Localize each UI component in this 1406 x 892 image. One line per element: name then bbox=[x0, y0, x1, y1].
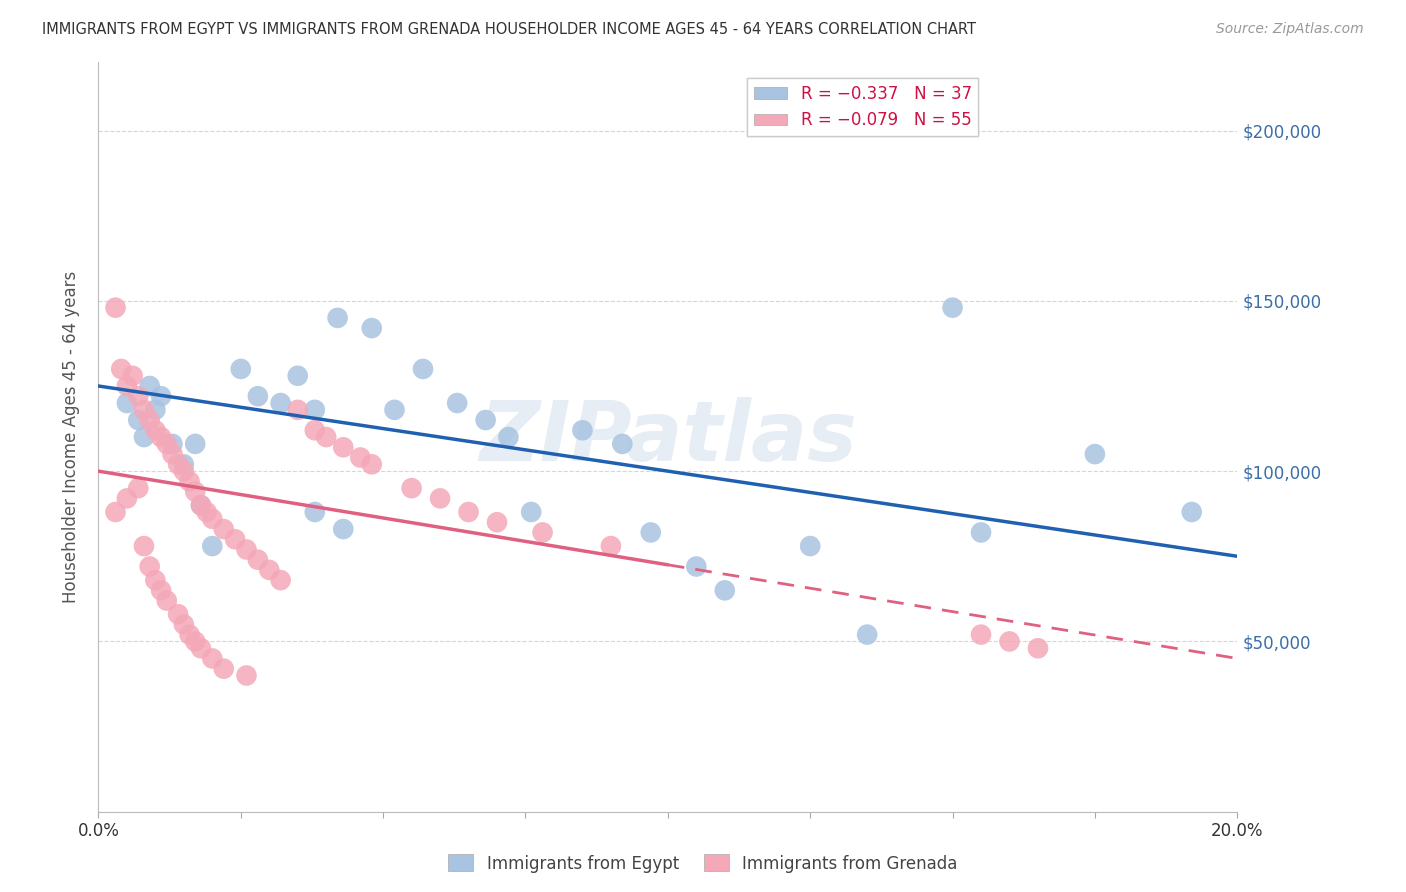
Point bbox=[132, 539, 155, 553]
Point bbox=[446, 396, 468, 410]
Point bbox=[235, 668, 257, 682]
Point bbox=[304, 505, 326, 519]
Legend: R = −0.337   N = 37, R = −0.079   N = 55: R = −0.337 N = 37, R = −0.079 N = 55 bbox=[747, 78, 979, 136]
Point bbox=[970, 627, 993, 641]
Point bbox=[115, 396, 138, 410]
Point bbox=[360, 458, 382, 472]
Point bbox=[304, 423, 326, 437]
Point bbox=[115, 379, 138, 393]
Point bbox=[173, 464, 195, 478]
Point bbox=[224, 533, 246, 547]
Text: ZIPatlas: ZIPatlas bbox=[479, 397, 856, 477]
Point bbox=[138, 379, 160, 393]
Point bbox=[332, 440, 354, 454]
Point bbox=[942, 301, 965, 315]
Point bbox=[259, 563, 281, 577]
Point bbox=[190, 498, 212, 512]
Text: IMMIGRANTS FROM EGYPT VS IMMIGRANTS FROM GRENADA HOUSEHOLDER INCOME AGES 45 - 64: IMMIGRANTS FROM EGYPT VS IMMIGRANTS FROM… bbox=[42, 22, 976, 37]
Point bbox=[315, 430, 337, 444]
Point bbox=[1084, 447, 1107, 461]
Legend: Immigrants from Egypt, Immigrants from Grenada: Immigrants from Egypt, Immigrants from G… bbox=[441, 847, 965, 880]
Point bbox=[498, 430, 520, 444]
Point bbox=[179, 475, 201, 489]
Point bbox=[132, 402, 155, 417]
Text: Source: ZipAtlas.com: Source: ZipAtlas.com bbox=[1216, 22, 1364, 37]
Point bbox=[412, 362, 434, 376]
Point bbox=[132, 430, 155, 444]
Point bbox=[150, 583, 173, 598]
Point bbox=[150, 389, 173, 403]
Point bbox=[138, 559, 160, 574]
Point bbox=[287, 402, 309, 417]
Point bbox=[150, 430, 173, 444]
Point bbox=[184, 484, 207, 499]
Point bbox=[162, 437, 184, 451]
Point bbox=[332, 522, 354, 536]
Point bbox=[179, 627, 201, 641]
Point bbox=[104, 301, 127, 315]
Point bbox=[145, 573, 167, 587]
Point bbox=[145, 423, 167, 437]
Point bbox=[201, 512, 224, 526]
Point bbox=[162, 447, 184, 461]
Point bbox=[184, 634, 207, 648]
Point bbox=[212, 662, 235, 676]
Point bbox=[246, 552, 269, 566]
Point bbox=[212, 522, 235, 536]
Point bbox=[246, 389, 269, 403]
Point bbox=[184, 437, 207, 451]
Point bbox=[799, 539, 821, 553]
Point bbox=[856, 627, 879, 641]
Point bbox=[520, 505, 543, 519]
Point bbox=[474, 413, 496, 427]
Point bbox=[429, 491, 451, 506]
Point bbox=[167, 607, 190, 622]
Point bbox=[229, 362, 252, 376]
Point bbox=[115, 491, 138, 506]
Point bbox=[201, 651, 224, 665]
Point bbox=[110, 362, 132, 376]
Point bbox=[195, 505, 218, 519]
Point bbox=[998, 634, 1021, 648]
Point bbox=[486, 515, 509, 529]
Point bbox=[104, 505, 127, 519]
Point bbox=[1181, 505, 1204, 519]
Point bbox=[401, 481, 423, 495]
Point bbox=[127, 481, 149, 495]
Point bbox=[167, 458, 190, 472]
Point bbox=[270, 573, 292, 587]
Point bbox=[190, 641, 212, 656]
Point bbox=[121, 368, 143, 383]
Point bbox=[600, 539, 623, 553]
Point bbox=[304, 402, 326, 417]
Point bbox=[156, 437, 179, 451]
Point bbox=[173, 458, 195, 472]
Point bbox=[714, 583, 737, 598]
Point bbox=[640, 525, 662, 540]
Point bbox=[145, 402, 167, 417]
Y-axis label: Householder Income Ages 45 - 64 years: Householder Income Ages 45 - 64 years bbox=[62, 271, 80, 603]
Point bbox=[685, 559, 707, 574]
Point bbox=[156, 593, 179, 607]
Point bbox=[457, 505, 479, 519]
Point bbox=[201, 539, 224, 553]
Point bbox=[138, 413, 160, 427]
Point bbox=[287, 368, 309, 383]
Point bbox=[612, 437, 634, 451]
Point bbox=[173, 617, 195, 632]
Point bbox=[360, 321, 382, 335]
Point bbox=[571, 423, 593, 437]
Point bbox=[384, 402, 406, 417]
Point bbox=[326, 310, 349, 325]
Point bbox=[270, 396, 292, 410]
Point bbox=[1026, 641, 1049, 656]
Point bbox=[235, 542, 257, 557]
Point bbox=[349, 450, 371, 465]
Point bbox=[127, 413, 149, 427]
Point bbox=[190, 498, 212, 512]
Point bbox=[127, 389, 149, 403]
Point bbox=[531, 525, 554, 540]
Point bbox=[970, 525, 993, 540]
